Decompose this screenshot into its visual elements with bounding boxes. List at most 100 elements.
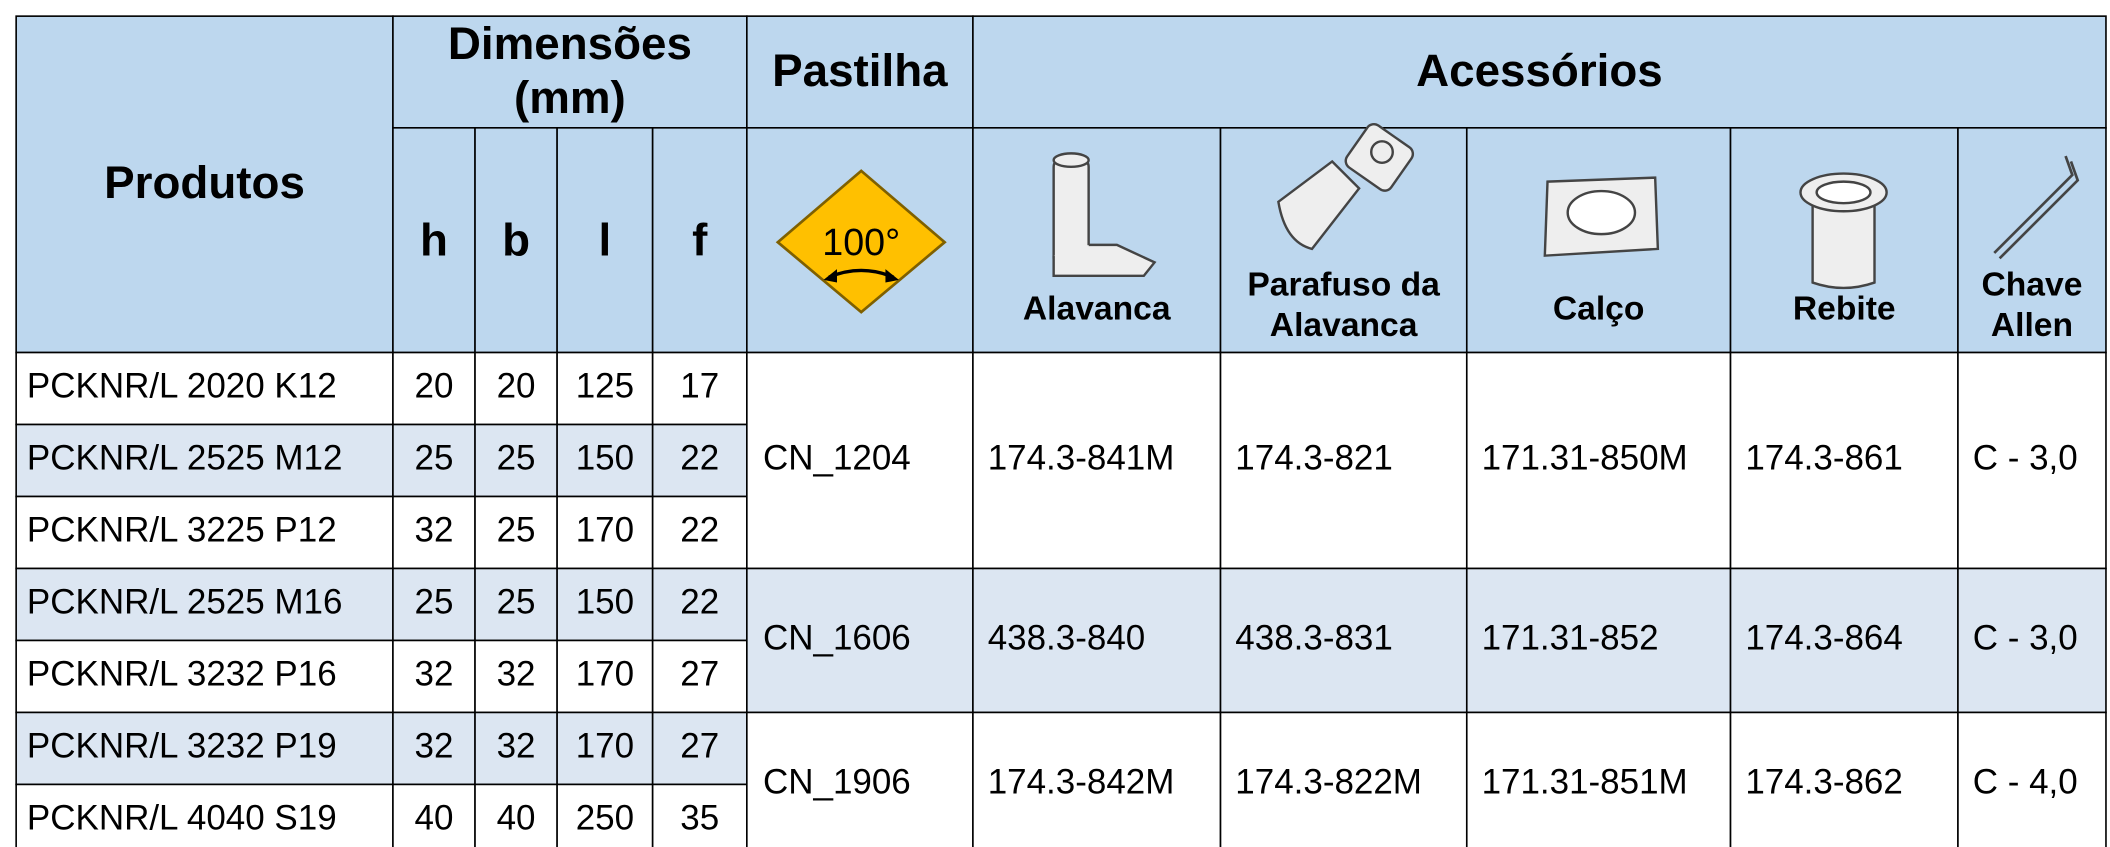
cell-text: 25: [497, 439, 536, 478]
cell-text: PCKNR/L 3232 P19: [27, 727, 337, 766]
cell-text: Acessórios: [1416, 45, 1663, 96]
cell: [1729, 711, 1959, 847]
cell-text: C - 4,0: [1973, 763, 2078, 802]
insert-icon: [775, 169, 947, 314]
cell: [556, 495, 654, 570]
cell: [474, 423, 558, 498]
cell-text: 22: [680, 583, 719, 622]
cell-text: 438.3-840: [988, 619, 1146, 658]
cell: [746, 567, 974, 714]
cell-text: 171.31-850M: [1482, 439, 1688, 478]
cell-text: Produtos: [104, 157, 305, 208]
cell: [1957, 127, 2107, 354]
cell-text: 25: [415, 439, 454, 478]
cell-text: Allen: [1991, 307, 2073, 344]
cell-text: 32: [497, 727, 536, 766]
cell-text: 32: [415, 655, 454, 694]
cell-text: Alavanca: [1270, 307, 1418, 344]
cell: [474, 783, 558, 847]
cell-text: Alavanca: [1023, 291, 1171, 328]
cell-text: (mm): [514, 72, 626, 123]
cell-text: 35: [680, 799, 719, 838]
cell: [556, 783, 654, 847]
cell-text: l: [599, 215, 612, 266]
cell: [15, 15, 394, 354]
allen-key-icon: [1993, 155, 2080, 260]
cell-text: 174.3-862: [1745, 763, 1903, 802]
cell-text: 22: [680, 511, 719, 550]
cell-text: PCKNR/L 4040 S19: [27, 799, 337, 838]
cell-text: 170: [576, 511, 634, 550]
cell-text: 174.3-822M: [1235, 763, 1422, 802]
cell-text: 17: [680, 367, 719, 406]
cell: [746, 15, 974, 129]
screw-icon: [1277, 123, 1415, 251]
cell-text: 20: [415, 367, 454, 406]
cell-text: 40: [497, 799, 536, 838]
cells: [15, 15, 2107, 847]
cell-text: PCKNR/L 3232 P16: [27, 655, 337, 694]
cell: [15, 567, 394, 642]
icons: [775, 123, 2080, 314]
cell-text: CN_1606: [763, 619, 911, 658]
cell-text: PCKNR/L 2020 K12: [27, 367, 337, 406]
cell: [556, 567, 654, 642]
cell-text: PCKNR/L 2525 M12: [27, 439, 343, 478]
cell-text: 150: [576, 583, 634, 622]
cell-text: Parafuso da: [1247, 266, 1440, 303]
cell: [392, 567, 476, 642]
cell-text: 174.3-861: [1745, 439, 1903, 478]
cell-text: 25: [497, 511, 536, 550]
cell-text: CN_1204: [763, 439, 911, 478]
cell-text: Pastilha: [772, 45, 948, 96]
cell: [651, 351, 748, 426]
cell-text: b: [502, 215, 530, 266]
cell-text: 438.3-831: [1235, 619, 1393, 658]
cell: [972, 567, 1222, 714]
cell: [474, 127, 558, 354]
cell: [1219, 711, 1468, 847]
cell-text: 150: [576, 439, 634, 478]
cell-text: 170: [576, 727, 634, 766]
insert-angle: 100°: [822, 221, 900, 263]
cell: [392, 15, 748, 129]
cell-text: 170: [576, 655, 634, 694]
cell: [972, 711, 1222, 847]
cell-text: PCKNR/L 2525 M16: [27, 583, 343, 622]
cell-text: CN_1906: [763, 763, 911, 802]
cell-text: 32: [415, 511, 454, 550]
lever-icon: [1052, 152, 1157, 278]
cell-text: Calço: [1553, 291, 1645, 328]
cell: [1729, 567, 1959, 714]
cell: [651, 783, 748, 847]
cell: [651, 567, 748, 642]
cell-text: 171.31-852: [1482, 619, 1659, 658]
cell: [392, 423, 476, 498]
cell: [556, 351, 654, 426]
cell-text: C - 3,0: [1973, 619, 2078, 658]
arrow-head: [885, 269, 899, 283]
cell-text: h: [420, 215, 448, 266]
cell-text: 174.3-821: [1235, 439, 1393, 478]
cell: [1957, 351, 2107, 570]
cell: [1957, 567, 2107, 714]
cell: [474, 351, 558, 426]
cell-text: C - 3,0: [1973, 439, 2078, 478]
cell-text: 25: [415, 583, 454, 622]
cell: [15, 495, 394, 570]
shim-icon: [1543, 176, 1660, 257]
cell: [651, 495, 748, 570]
cell-text: 250: [576, 799, 634, 838]
cell: [474, 639, 558, 714]
cell: [474, 711, 558, 786]
cell-text: Dimensões: [448, 18, 692, 69]
cell-text: f: [692, 215, 708, 266]
rivet-icon: [1799, 172, 1888, 290]
cell-text: 40: [415, 799, 454, 838]
cell: [392, 351, 476, 426]
cell: [1465, 711, 1732, 847]
cell: [15, 783, 394, 847]
cell: [392, 711, 476, 786]
